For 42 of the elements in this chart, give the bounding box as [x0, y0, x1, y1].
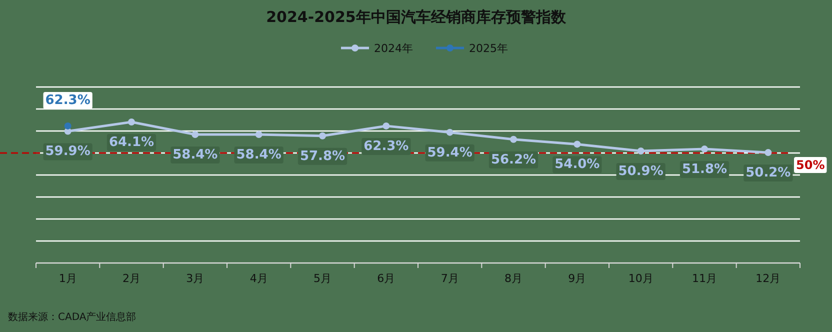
point [255, 131, 262, 138]
data-label: 54.0% [554, 157, 600, 172]
x-tick-label: 7月 [440, 272, 459, 285]
x-tick-label: 6月 [377, 272, 396, 285]
point [701, 146, 708, 153]
point [574, 140, 581, 148]
point [192, 131, 199, 138]
data-label: 59.9% [45, 144, 90, 160]
x-tick-label: 11月 [692, 272, 717, 285]
point [764, 149, 772, 156]
x-tick-label: 2月 [122, 272, 140, 285]
point [446, 128, 454, 136]
x-tick-label: 4月 [250, 272, 268, 285]
x-tick-label: 5月 [314, 272, 332, 285]
x-tick-label: 12月 [756, 272, 781, 285]
x-tick-label: 8月 [504, 272, 522, 285]
point [319, 132, 326, 140]
legend-label: 2025年 [469, 42, 508, 55]
data-label: 64.1% [108, 134, 154, 150]
data-label: 50.2% [746, 166, 791, 181]
source-note: 数据来源：CADA产业信息部 [8, 311, 136, 323]
chart-title: 2024-2025年中国汽车经销商库存预警指数 [266, 8, 567, 26]
x-tick-label: 10月 [628, 272, 654, 285]
x-tick-label: 3月 [186, 272, 204, 285]
ref-line-label: 50% [796, 158, 825, 172]
point [64, 122, 72, 130]
data-label: 57.8% [300, 148, 346, 164]
point [382, 122, 390, 130]
x-tick-label: 9月 [568, 272, 586, 285]
point [128, 118, 135, 126]
point [637, 148, 644, 155]
data-label: 62.3% [364, 138, 409, 154]
data-label: 58.4% [172, 148, 218, 163]
legend-label: 2024年 [374, 42, 413, 55]
data-label: 59.4% [427, 145, 472, 160]
data-label: 50.9% [618, 164, 664, 180]
data-label: 56.2% [490, 152, 536, 168]
data-label: 51.8% [682, 162, 728, 178]
data-label: 58.4% [236, 148, 282, 163]
data-label: 62.3% [45, 92, 90, 108]
point [510, 136, 517, 143]
x-tick-label: 1月 [58, 272, 77, 285]
